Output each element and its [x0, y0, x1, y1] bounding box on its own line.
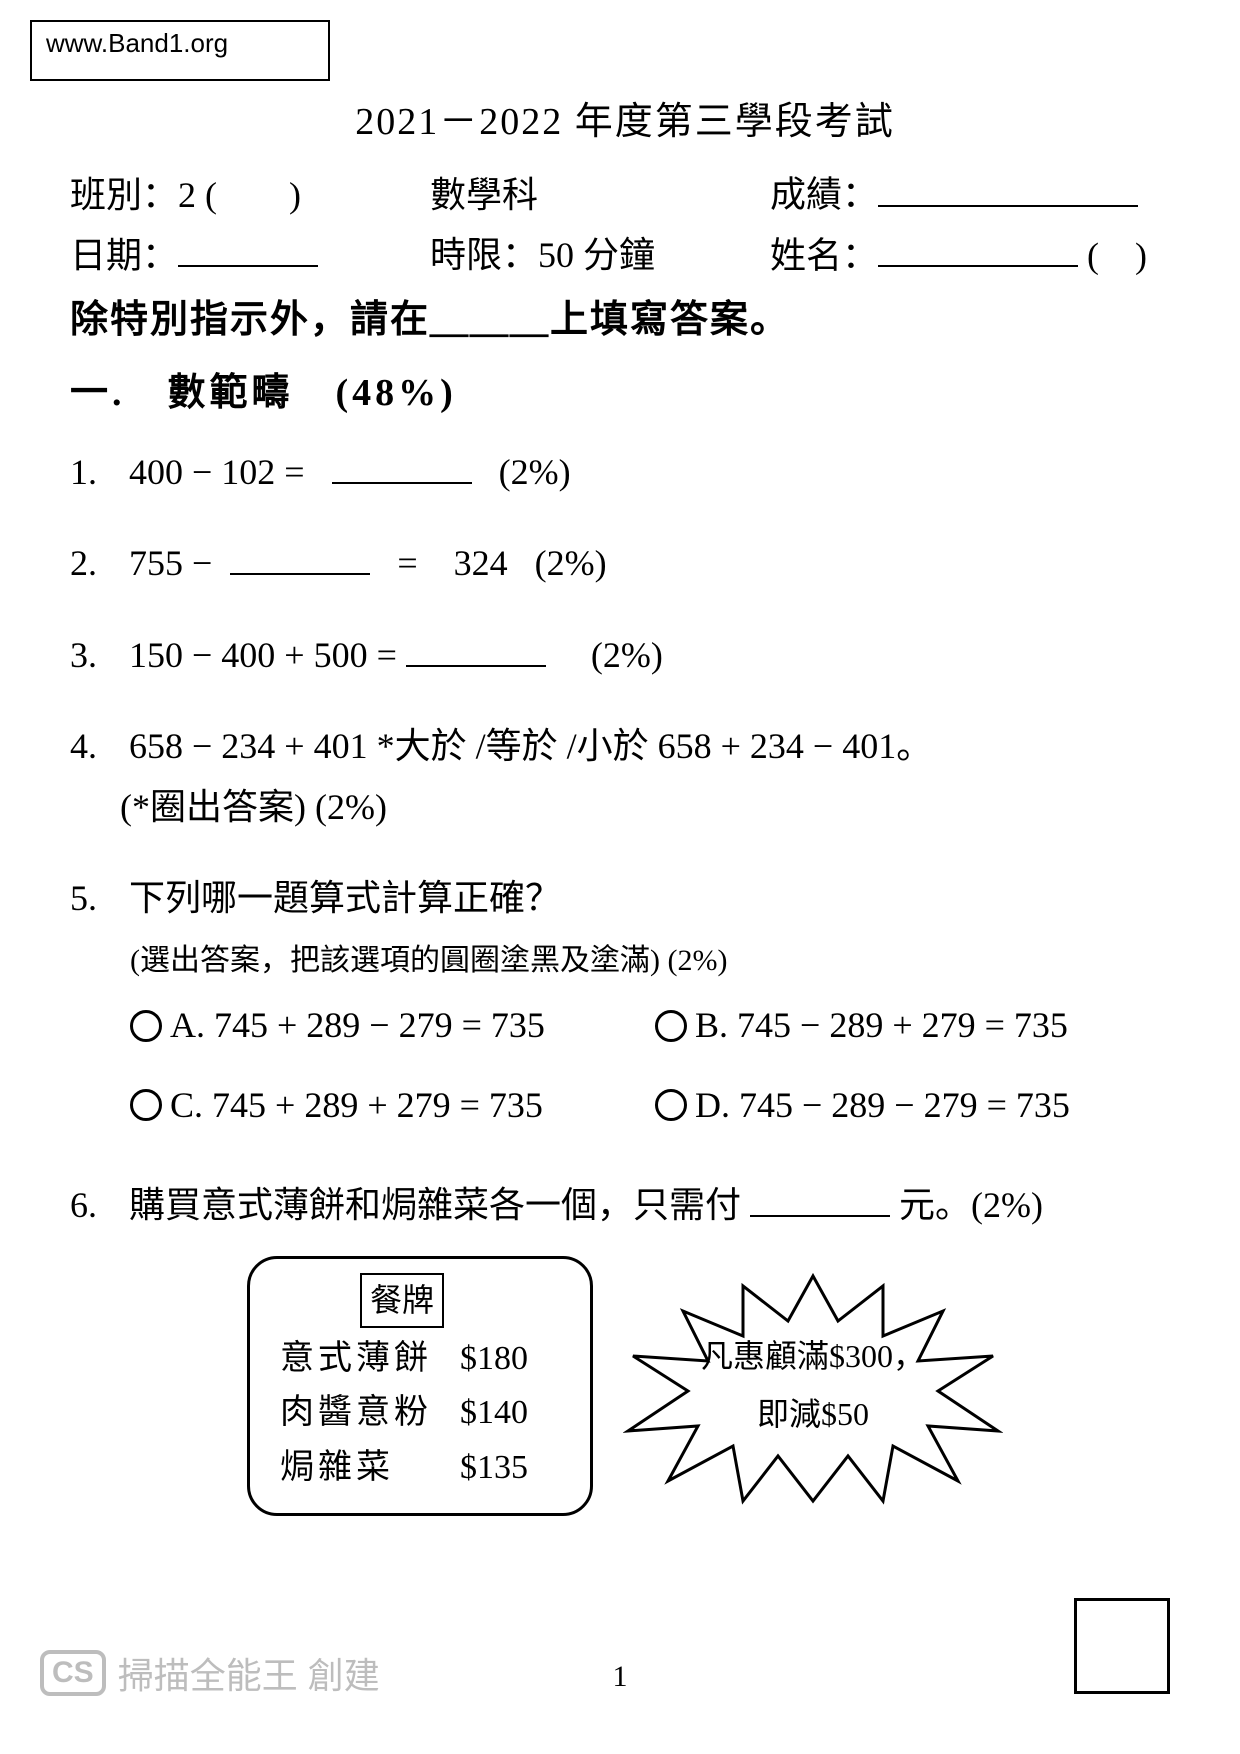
q5-optD-text: D. 745 − 289 − 279 = 735	[695, 1066, 1070, 1145]
score-blank[interactable]	[878, 165, 1138, 207]
name-blank[interactable]	[878, 226, 1078, 268]
q4-number: 4.	[70, 716, 120, 777]
watermark-box: www.Band1.org	[30, 20, 330, 81]
q6-menu-area: 餐牌 意式薄餅 $180 肉醬意粉 $140 焗雜菜 $135	[70, 1256, 1180, 1516]
q1-answer-blank[interactable]	[332, 443, 472, 485]
question-4: 4. 658 − 234 + 401 *大於 /等於 /小於 658 + 234…	[70, 716, 1180, 838]
q5-optB-text: B. 745 − 289 + 279 = 735	[695, 986, 1068, 1065]
q1-expression: 400 − 102 =	[129, 452, 305, 492]
menu-item-3-name: 焗雜菜	[280, 1441, 460, 1495]
info-row-1: 班別：2 ( ) 數學科 成績：	[70, 165, 1180, 218]
radio-circle-icon	[655, 1010, 687, 1042]
q5-number: 5.	[70, 868, 120, 929]
q1-number: 1.	[70, 442, 120, 503]
menu-row-2: 肉醬意粉 $140	[280, 1386, 560, 1440]
question-6: 6. 購買意式薄餅和焗雜菜各一個，只需付 元。(2%) 餐牌 意式薄餅 $180…	[70, 1175, 1180, 1517]
watermark-text: www.Band1.org	[46, 28, 228, 58]
exam-title: 2021－2022 年度第三學段考試	[70, 90, 1180, 145]
q6-number: 6.	[70, 1175, 120, 1236]
q5-optC-text: C. 745 + 289 + 279 = 735	[170, 1066, 543, 1145]
radio-circle-icon	[130, 1010, 162, 1042]
q6-text-post: 元。(2%)	[899, 1185, 1043, 1225]
q3-expression: 150 − 400 + 500 =	[129, 635, 397, 675]
q2-post: = 324	[397, 543, 507, 583]
question-5: 5. 下列哪一題算式計算正確？ (選出答案，把該選項的圓圈塗黑及塗滿) (2%)…	[70, 868, 1180, 1145]
footer-checkbox	[1074, 1598, 1170, 1694]
menu-item-2-price: $140	[460, 1386, 560, 1440]
q5-opt-row-1: A. 745 + 289 − 279 = 735 B. 745 − 289 + …	[130, 986, 1180, 1065]
q5-options: A. 745 + 289 − 279 = 735 B. 745 − 289 + …	[130, 986, 1180, 1144]
q2-points: (2%)	[535, 543, 607, 583]
burst-line2: 即減$50	[757, 1386, 869, 1444]
q5-option-d[interactable]: D. 745 − 289 − 279 = 735	[655, 1066, 1180, 1145]
menu-item-2-name: 肉醬意粉	[280, 1386, 460, 1440]
class-field: 班別：2 ( )	[70, 166, 430, 218]
time-limit-field: 時限：50 分鐘	[430, 226, 770, 278]
date-label: 日期：	[70, 235, 178, 275]
menu-title: 餐牌	[360, 1273, 444, 1328]
q3-points: (2%)	[591, 635, 663, 675]
q4-line2: (*圈出答案) (2%)	[120, 787, 387, 827]
radio-circle-icon	[130, 1089, 162, 1121]
score-label: 成績：	[770, 175, 878, 215]
exam-page: www.Band1.org 2021－2022 年度第三學段考試 班別：2 ( …	[0, 0, 1240, 1754]
q1-points: (2%)	[499, 452, 571, 492]
q5-option-c[interactable]: C. 745 + 289 + 279 = 735	[130, 1066, 655, 1145]
q5-sub: (選出答案，把該選項的圓圈塗黑及塗滿) (2%)	[130, 935, 1180, 986]
name-suffix: ( )	[1087, 235, 1147, 275]
q5-opt-row-2: C. 745 + 289 + 279 = 735 D. 745 − 289 − …	[130, 1066, 1180, 1145]
q3-answer-blank[interactable]	[406, 625, 546, 667]
q6-text-pre: 購買意式薄餅和焗雜菜各一個，只需付	[129, 1185, 741, 1225]
question-3: 3. 150 − 400 + 500 = (2%)	[70, 625, 1180, 686]
question-2: 2. 755 − = 324 (2%)	[70, 533, 1180, 594]
class-label: 班別：2 ( )	[70, 175, 301, 215]
q5-option-b[interactable]: B. 745 − 289 + 279 = 735	[655, 986, 1180, 1065]
q3-number: 3.	[70, 625, 120, 686]
date-blank[interactable]	[178, 226, 318, 268]
q5-option-a[interactable]: A. 745 + 289 − 279 = 735	[130, 986, 655, 1065]
menu-row-1: 意式薄餅 $180	[280, 1332, 560, 1386]
page-number: 1	[0, 1660, 1240, 1694]
instruction-text: 除特別指示外，請在＿＿＿上填寫答案。	[70, 288, 1180, 343]
name-field: 姓名： ( )	[770, 226, 1180, 279]
q6-answer-blank[interactable]	[750, 1175, 890, 1217]
menu-item-1-price: $180	[460, 1332, 560, 1386]
score-field: 成績：	[770, 165, 1180, 218]
time-limit-text: 時限：50 分鐘	[430, 235, 655, 275]
menu-item-3-price: $135	[460, 1441, 560, 1495]
subject-text: 數學科	[430, 175, 538, 215]
burst-text: 凡惠顧滿$300， 即減$50	[623, 1266, 1003, 1506]
radio-circle-icon	[655, 1089, 687, 1121]
date-field: 日期：	[70, 226, 430, 279]
menu-item-1-name: 意式薄餅	[280, 1332, 460, 1386]
menu-box: 餐牌 意式薄餅 $180 肉醬意粉 $140 焗雜菜 $135	[247, 1256, 593, 1516]
q2-pre: 755 −	[129, 543, 212, 583]
promo-burst: 凡惠顧滿$300， 即減$50	[623, 1266, 1003, 1506]
q2-answer-blank[interactable]	[230, 534, 370, 576]
q4-line1: 658 − 234 + 401 *大於 /等於 /小於 658 + 234 − …	[129, 726, 932, 766]
info-row-2: 日期： 時限：50 分鐘 姓名： ( )	[70, 226, 1180, 279]
q5-prompt: 下列哪一題算式計算正確？	[129, 878, 561, 918]
menu-row-3: 焗雜菜 $135	[280, 1441, 560, 1495]
question-1: 1. 400 − 102 = (2%)	[70, 442, 1180, 503]
burst-line1: 凡惠顧滿$300，	[701, 1328, 925, 1386]
name-label: 姓名：	[770, 235, 878, 275]
subject-field: 數學科	[430, 166, 770, 218]
q2-number: 2.	[70, 533, 120, 594]
section-1-head: 一. 數範疇 (48%)	[70, 361, 1180, 416]
q5-optA-text: A. 745 + 289 − 279 = 735	[170, 986, 545, 1065]
